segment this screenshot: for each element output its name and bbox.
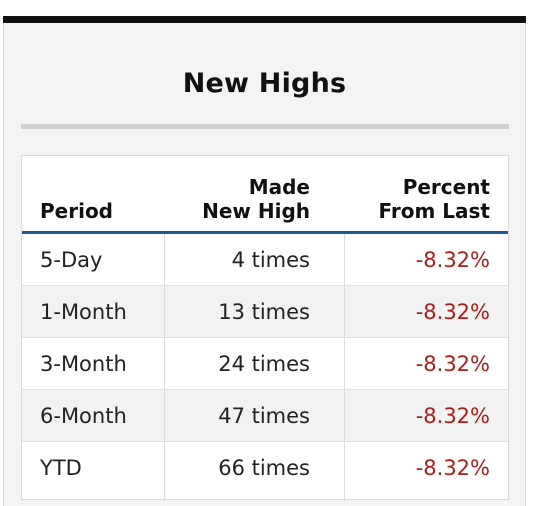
new-highs-table: Period Made New High Percent From Last 5… bbox=[21, 155, 509, 501]
title-divider bbox=[21, 124, 509, 129]
column-header-percent-from-last: Percent From Last bbox=[379, 175, 491, 223]
cell-made-new-high: 4 times bbox=[231, 248, 310, 272]
cell-made-new-high: 47 times bbox=[218, 404, 310, 428]
table-row: 3-Month 24 times -8.32% bbox=[22, 338, 508, 390]
cell-percent-from-last: -8.32% bbox=[415, 456, 490, 480]
cell-percent-from-last: -8.32% bbox=[415, 404, 490, 428]
cell-period: 1-Month bbox=[40, 300, 127, 324]
table-row: YTD 66 times -8.32% bbox=[22, 442, 508, 494]
column-header-made-new-high: Made New High bbox=[202, 175, 310, 223]
panel-title: New Highs bbox=[182, 68, 347, 99]
cell-percent-from-last: -8.32% bbox=[415, 300, 490, 324]
cell-made-new-high: 24 times bbox=[218, 352, 310, 376]
column-divider bbox=[344, 234, 345, 501]
column-header-made-line1: Made bbox=[248, 175, 310, 199]
cell-period: 6-Month bbox=[40, 404, 127, 428]
cell-percent-from-last: -8.32% bbox=[415, 248, 490, 272]
table-row: 1-Month 13 times -8.32% bbox=[22, 286, 508, 338]
cell-made-new-high: 66 times bbox=[218, 456, 310, 480]
column-header-made-line2: New High bbox=[202, 199, 310, 223]
column-header-pct-line2: From Last bbox=[378, 199, 491, 223]
cell-made-new-high: 13 times bbox=[218, 300, 310, 324]
panel-top-bar bbox=[3, 16, 526, 23]
column-header-pct-line1: Percent bbox=[402, 175, 490, 199]
cell-period: 3-Month bbox=[40, 352, 127, 376]
table-row: 5-Day 4 times -8.32% bbox=[22, 234, 508, 286]
column-header-period: Period bbox=[40, 199, 113, 223]
table-row: 6-Month 47 times -8.32% bbox=[22, 390, 508, 442]
cell-period: YTD bbox=[40, 456, 82, 480]
cell-percent-from-last: -8.32% bbox=[415, 352, 490, 376]
cell-period: 5-Day bbox=[40, 248, 103, 272]
column-divider bbox=[164, 234, 165, 501]
table-header-row: Period Made New High Percent From Last bbox=[22, 156, 508, 234]
